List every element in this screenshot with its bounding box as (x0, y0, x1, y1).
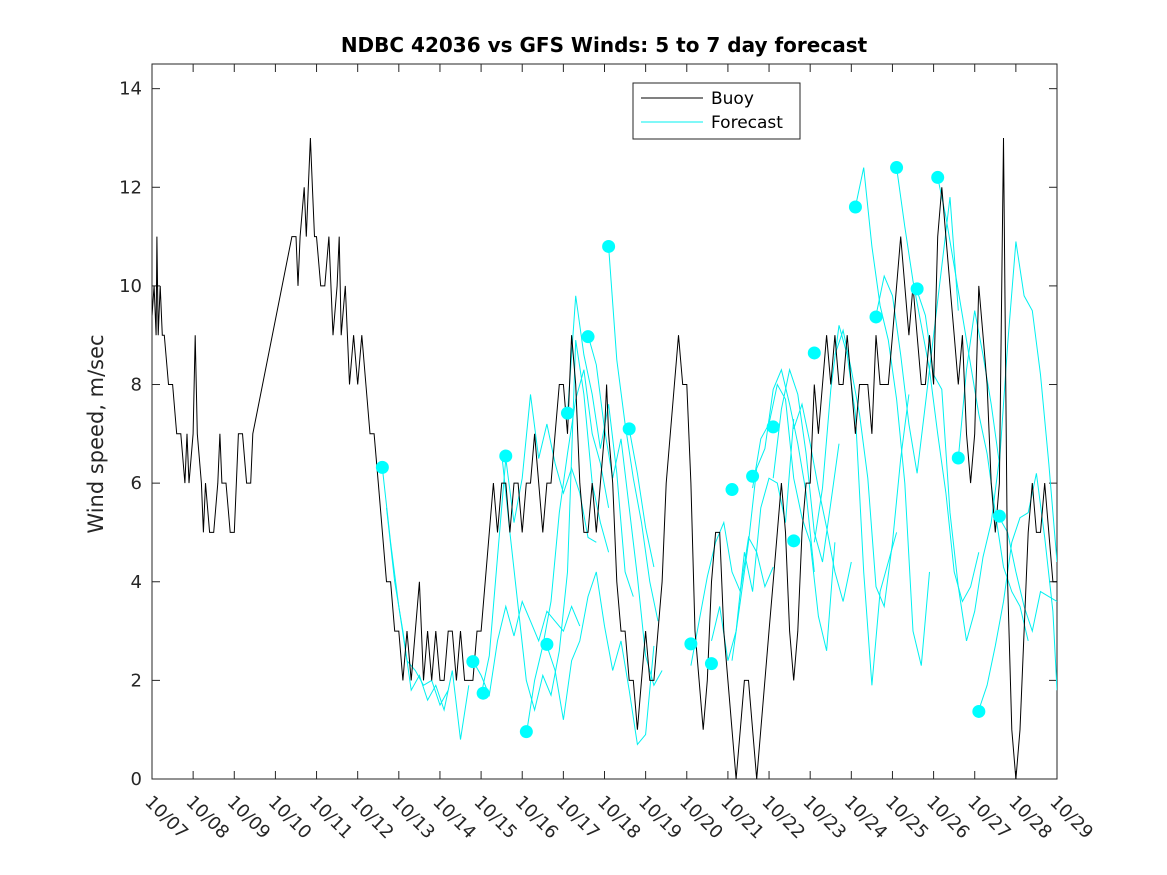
forecast-line (772, 367, 840, 563)
forecast-marker (807, 346, 821, 360)
forecast-marker (499, 449, 513, 463)
legend-box (632, 82, 801, 140)
forecast-line (690, 520, 774, 666)
forecast-line (854, 167, 930, 666)
y-tick-label: 10 (119, 276, 142, 297)
y-tick-label: 2 (131, 670, 142, 691)
legend: Buoy Forecast (632, 82, 801, 140)
forecast-line (916, 290, 1000, 642)
y-tick-label: 14 (119, 79, 142, 100)
forecast-line (381, 468, 449, 707)
x-tick-label: 10/12 (346, 792, 398, 844)
legend-buoy-label: Buoy (711, 89, 754, 109)
x-tick-label: 10/09 (223, 792, 275, 844)
forecast-line (608, 246, 659, 622)
y-tick-label: 6 (131, 473, 142, 494)
chart-title: NDBC 42036 vs GFS Winds: 5 to 7 day fore… (341, 33, 868, 57)
x-tick-label: 10/21 (716, 792, 768, 844)
y-tick-label: 8 (131, 375, 142, 396)
x-tick-label: 10/13 (387, 792, 439, 844)
forecast-marker (910, 282, 924, 296)
forecast-marker (704, 657, 718, 671)
forecast-marker (848, 200, 862, 214)
forecast-line (480, 394, 597, 696)
x-tick-label: 10/22 (758, 792, 810, 844)
forecast-marker (540, 637, 554, 651)
forecast-marker (375, 460, 389, 474)
x-tick-label: 10/19 (634, 792, 686, 844)
forecast-marker (890, 161, 904, 175)
forecast-line (793, 402, 852, 602)
legend-forecast-label: Forecast (711, 113, 783, 133)
x-tick-label: 10/17 (552, 792, 604, 844)
forecast-marker (581, 330, 595, 344)
y-tick-label: 0 (131, 769, 142, 790)
axes-box (151, 63, 1058, 780)
forecast-line (628, 428, 655, 568)
forecast-marker (725, 483, 739, 497)
x-tick-label: 10/27 (963, 792, 1015, 844)
forecast-marker (951, 451, 965, 465)
forecast-line (978, 473, 1057, 711)
forecast-marker (622, 422, 636, 436)
x-tick-label: 10/23 (799, 792, 851, 844)
x-tick-label: 10/28 (1004, 792, 1056, 844)
forecast-marker (476, 686, 490, 700)
x-tick-label: 10/07 (140, 792, 192, 844)
x-tick-label: 10/20 (675, 792, 727, 844)
forecast-marker (560, 406, 574, 420)
y-tick-label: 4 (131, 572, 142, 593)
forecast-marker (931, 170, 945, 184)
forecast-marker (766, 420, 780, 434)
forecast-marker (972, 704, 986, 718)
forecast-line (813, 325, 898, 686)
forecast-marker (466, 655, 480, 669)
forecast-marker (684, 637, 698, 651)
plot-area: 0246810121410/0710/0810/0910/1010/1110/1… (119, 63, 1097, 844)
x-tick-label: 10/08 (182, 792, 234, 844)
forecast-marker (602, 239, 616, 253)
forecast-line (998, 517, 1057, 634)
forecast-line (875, 197, 959, 474)
y-axis-label: Wind speed, m/sec (84, 334, 108, 533)
forecast-marker (992, 509, 1006, 523)
x-tick-label: 10/10 (264, 792, 316, 844)
x-tick-label: 10/18 (593, 792, 645, 844)
forecast-marker (869, 310, 883, 324)
forecast-line (752, 383, 836, 651)
forecast-marker (787, 534, 801, 548)
forecast-marker (519, 725, 533, 739)
x-tick-label: 10/24 (840, 792, 892, 844)
buoy-line (152, 137, 1057, 779)
forecast-line (731, 368, 815, 661)
x-tick-label: 10/26 (922, 792, 974, 844)
forecast-line (937, 177, 1029, 642)
x-tick-label: 10/15 (470, 792, 522, 844)
forecast-line (587, 335, 663, 687)
forecast-line (957, 241, 1057, 563)
x-tick-label: 10/25 (881, 792, 933, 844)
forecast-line (834, 328, 910, 609)
forecast-line (896, 167, 980, 603)
forecast-line (546, 571, 655, 746)
x-tick-label: 10/29 (1045, 792, 1097, 844)
x-tick-label: 10/14 (428, 792, 480, 844)
forecast-line (525, 369, 610, 735)
x-tick-label: 10/16 (511, 792, 563, 844)
forecast-marker (746, 469, 760, 483)
x-tick-label: 10/11 (305, 792, 357, 844)
forecast-line (386, 507, 470, 740)
forecast-line (567, 295, 634, 597)
y-tick-label: 12 (119, 177, 142, 198)
